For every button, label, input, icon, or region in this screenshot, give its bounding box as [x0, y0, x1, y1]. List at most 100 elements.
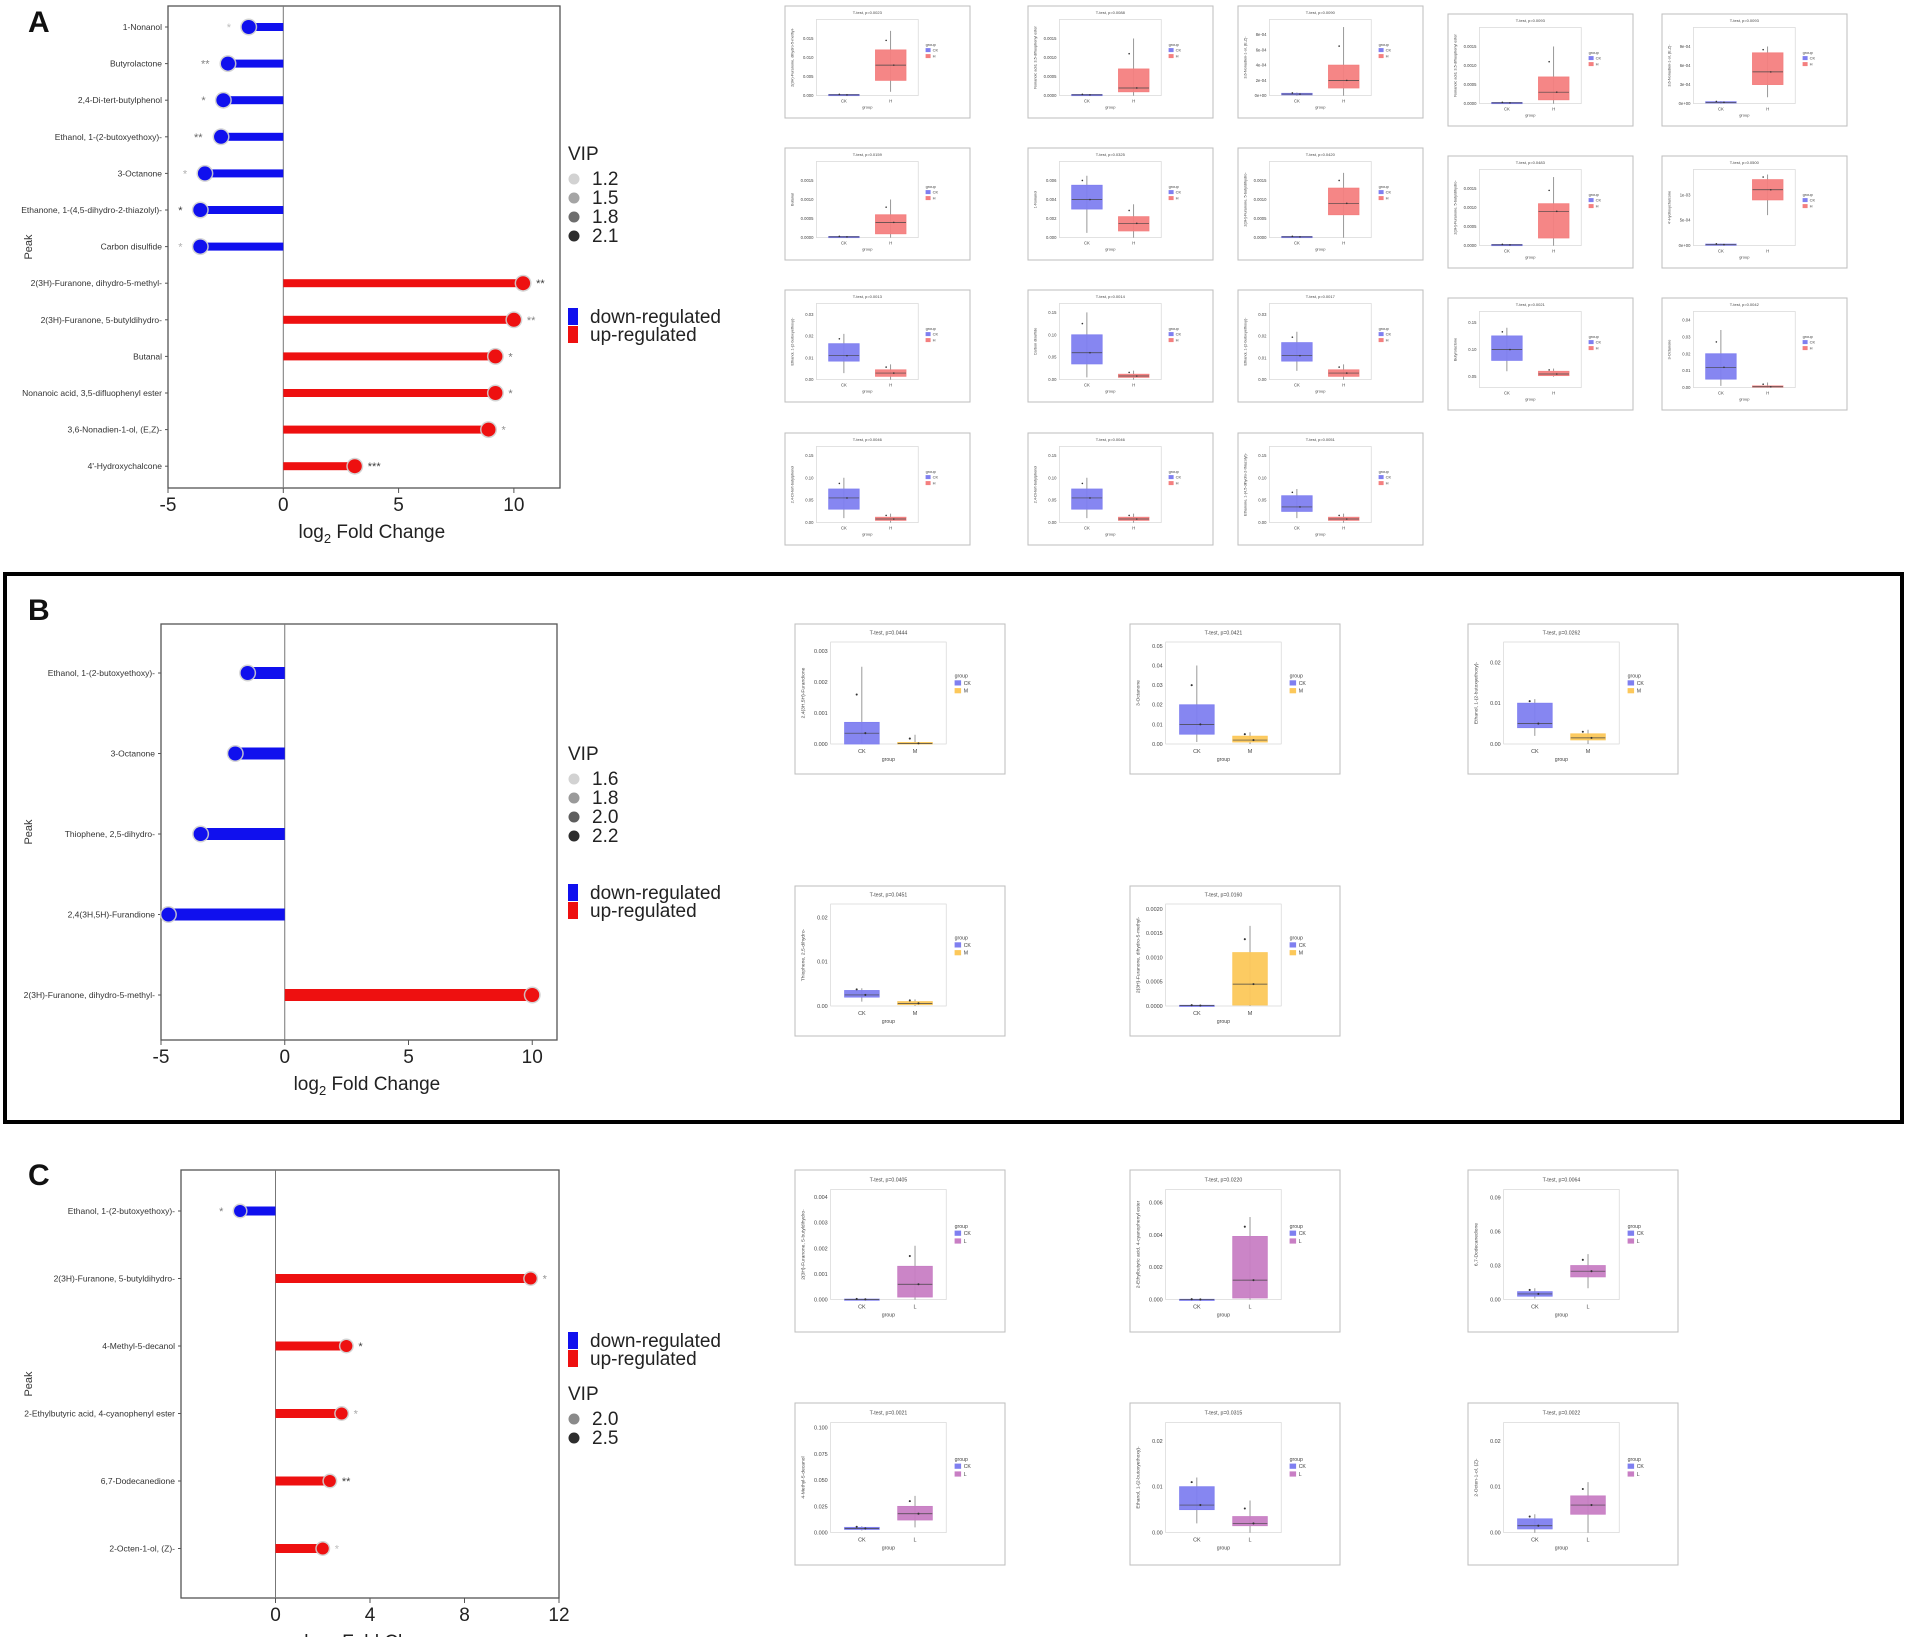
vip-legend-label: 1.8 [592, 788, 618, 809]
boxplot-legend-label: CK [933, 190, 939, 195]
boxplot-y-tick-label: 0.09 [1490, 1195, 1501, 1201]
boxplot-legend-swatch [925, 196, 931, 201]
boxplot-point [1528, 1288, 1531, 1291]
boxplot-legend-title: group [1379, 469, 1390, 474]
lollipop-bar [283, 462, 355, 471]
vip-legend-label: 1.2 [592, 169, 618, 190]
boxplot-plot-area [816, 19, 919, 96]
boxplot-x-tick-label: CK [858, 749, 866, 755]
boxplot-frame [784, 432, 971, 546]
boxplot-legend-title: group [1803, 334, 1814, 339]
lollipop-row: 2(3H)-Furanone, dihydro-5-methyl- ** [31, 274, 545, 292]
boxplot-x-tick-label: L [913, 1538, 916, 1544]
y-axis-label: Peak [23, 1371, 35, 1397]
boxplot-y-tick-label: 0.00 [1490, 1298, 1501, 1304]
boxplot-plot-area [1059, 303, 1162, 380]
down-regulated-label: down-regulated [590, 307, 721, 328]
boxplot-y-tick-label: 0.003 [814, 1221, 828, 1227]
boxplot-point [1769, 385, 1772, 388]
boxplot-point [1252, 739, 1255, 742]
boxplot-x-label: group [1105, 247, 1116, 252]
boxplot-legend-title: group [1589, 192, 1600, 197]
lollipop-row: Nonanoic acid, 3,5-difluophenyl ester * [22, 384, 513, 402]
boxplot-x-tick-label: CK [1193, 1011, 1201, 1017]
boxplot-legend-label: CK [964, 681, 972, 687]
vip-legend-label: 2.1 [592, 226, 618, 247]
boxplot-legend-title: group [1628, 1457, 1641, 1463]
boxplot-y-tick-label: 0.0015 [801, 178, 814, 183]
boxplot-frame [794, 1169, 1006, 1333]
lollipop-bar [221, 132, 284, 141]
boxplot-point [846, 94, 848, 96]
boxplot-x-tick-label: CK [1193, 1305, 1201, 1311]
boxplot-point [917, 1002, 920, 1005]
boxplot-legend-swatch [954, 1230, 962, 1236]
boxplot-point [1089, 94, 1091, 96]
boxplot-y-label: 3,6-Nonadien-1-ol, (E,Z)- [1667, 44, 1671, 87]
lollipop-bar [200, 828, 285, 840]
boxplot-y-label: 2-Octen-1-ol, (Z)- [1473, 1458, 1479, 1496]
boxplot-plot-area [1269, 161, 1372, 238]
boxplot-box-CK [1705, 353, 1737, 380]
lollipop-head [241, 20, 256, 34]
peak-label: Ethanol, 1-(2-butoxyethoxy)- [55, 132, 162, 142]
vip-legend-swatch [568, 792, 580, 804]
boxplot-box-CK [1179, 704, 1215, 735]
boxplot-legend-title: group [1290, 1457, 1303, 1463]
boxplot-point [846, 236, 848, 238]
x-tick-label: 4 [365, 1605, 376, 1626]
boxplot-y-label: 6,7-Dodecanedione [1473, 1223, 1479, 1266]
boxplot-y-tick-label: 0.00 [817, 1004, 828, 1010]
boxplot-x-label: group [1315, 389, 1326, 394]
boxplot-B-boxplots-4: T-test, p=0.0160 0.0000 0.0005 0.0010 0.0015… [1129, 885, 1341, 1037]
boxplot-point [1345, 202, 1348, 205]
boxplot-point [1509, 244, 1511, 246]
boxplot-legend-label: CK [1299, 943, 1307, 949]
boxplot-legend-swatch [954, 680, 962, 686]
boxplot-x-tick-label: CK [1084, 526, 1090, 531]
boxplot-y-label: 2(3H)-Furanone, 5-butyldihydro- [1243, 172, 1247, 227]
boxplot-x-label: group [1105, 105, 1116, 110]
boxplot-x-label: group [1315, 247, 1326, 252]
boxplot-y-tick-label: 0.0005 [1146, 980, 1163, 986]
boxplot-x-label: group [1739, 113, 1750, 118]
boxplot-x-label: group [1525, 113, 1536, 118]
boxplot-legend-swatch [1289, 1463, 1297, 1469]
boxplot-legend-label: CK [1637, 681, 1645, 687]
boxplot-y-tick-label: 0.0000 [1464, 243, 1477, 248]
boxplot-box-CK [828, 488, 860, 510]
boxplot-x-tick-label: CK [1084, 241, 1090, 246]
boxplot-point [908, 999, 911, 1002]
boxplot-legend-label: H [1176, 54, 1179, 59]
boxplot-legend-label: L [1637, 1239, 1640, 1245]
boxplot-point [1590, 736, 1593, 739]
boxplot-y-label: Thiophene, 2,5-dihydro- [800, 928, 806, 981]
boxplot-point [1590, 1504, 1593, 1507]
lollipop-bar [227, 59, 284, 68]
boxplot-x-label: group [1555, 757, 1568, 763]
boxplot-point [1338, 45, 1340, 47]
lollipop-head [193, 203, 208, 217]
x-axis-label-sub: 2 [319, 1083, 326, 1098]
boxplot-y-tick-label: 0.00 [1490, 742, 1501, 748]
boxplot-A-boxplots-1: T-test, p=0.0088 0.0000 0.0005 0.0010 0.0015… [1027, 5, 1214, 119]
boxplot-point [1089, 198, 1091, 201]
boxplot-x-tick-label: CK [1504, 249, 1510, 254]
boxplot-legend-swatch [1289, 1238, 1297, 1244]
boxplot-box-CK [1071, 334, 1103, 365]
boxplot-point [1291, 235, 1294, 238]
boxplot-point [1128, 514, 1130, 517]
boxplot-x-tick-label: CK [1504, 391, 1510, 396]
boxplot-legend-label: CK [964, 1464, 972, 1470]
boxplot-y-tick-label: 0.002 [1149, 1265, 1163, 1271]
boxplot-legend-swatch [925, 48, 931, 53]
boxplot-box-CK [1281, 342, 1313, 362]
boxplot-point [1528, 1515, 1531, 1518]
boxplot-frame [1661, 155, 1848, 269]
boxplot-point [1338, 179, 1340, 182]
boxplot-A-boxplots-11: T-test, p=0.0014 0.00 0.05 0.10 0.15 Carbon d… [1027, 289, 1214, 403]
boxplot-legend-label: H [933, 481, 936, 486]
lollipop-bar [235, 747, 285, 760]
boxplot-point [1581, 1487, 1584, 1491]
